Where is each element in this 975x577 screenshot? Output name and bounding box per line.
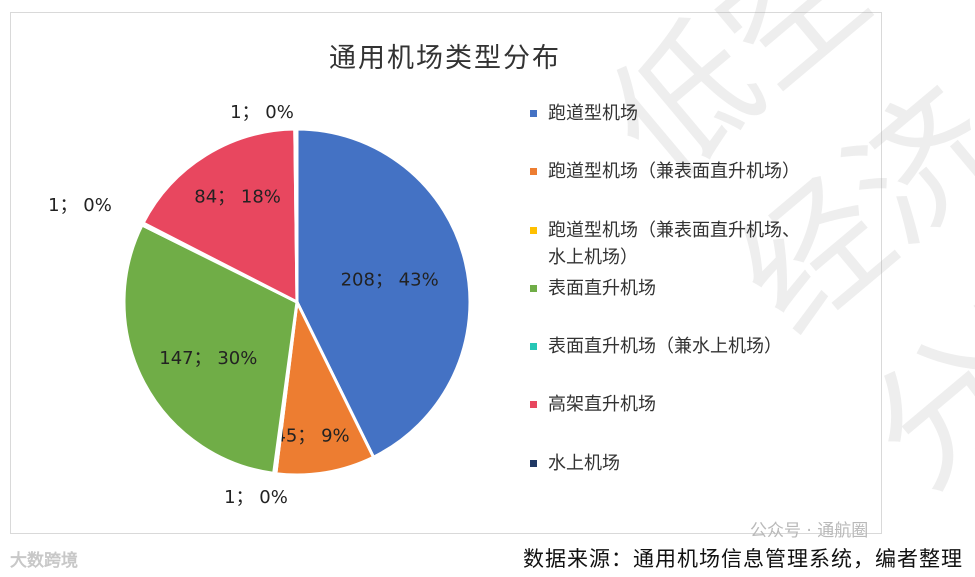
data-label-7: 1； 0% — [48, 195, 112, 216]
pie-slice-2 — [274, 296, 376, 477]
data-label-5: 1； 0% — [224, 487, 288, 508]
pie-slice-7 — [293, 127, 299, 303]
watermark-right: 公众号 · 通航圈 — [750, 521, 869, 541]
legend-swatch — [530, 285, 537, 292]
legend-swatch — [530, 168, 537, 175]
legend-item-5: 表面直升机场（兼水上机场） — [530, 333, 878, 360]
legend-swatch — [530, 460, 537, 467]
data-label-2: 45； 9% — [274, 426, 349, 447]
legend-item-3: 跑道型机场（兼表面直升机场、 水上机场） — [530, 217, 878, 271]
legend-label: 水上机场 — [548, 453, 620, 474]
legend-swatch — [530, 401, 537, 408]
legend-item-6: 高架直升机场 — [530, 391, 878, 418]
legend-item-4: 表面直升机场 — [530, 275, 878, 302]
legend-swatch — [530, 110, 537, 117]
legend-item-2: 跑道型机场（兼表面直升机场） — [530, 158, 878, 185]
legend-swatch — [530, 227, 537, 234]
watermark-left: 大数跨境 — [10, 551, 78, 571]
legend-swatch — [530, 343, 537, 350]
legend-label: 跑道型机场（兼表面直升机场） — [548, 161, 800, 182]
legend-label: 高架直升机场 — [548, 394, 656, 415]
data-label-6: 84； 18% — [194, 186, 281, 207]
data-label-3: 1； 0% — [230, 102, 294, 123]
data-label-4: 147； 30% — [159, 348, 257, 369]
legend-item-7: 水上机场 — [530, 450, 878, 477]
pie-slice-1 — [295, 127, 472, 460]
legend-item-1: 跑道型机场 — [530, 100, 878, 127]
legend-label: 表面直升机场（兼水上机场） — [548, 336, 782, 357]
legend-label: 跑道型机场（兼表面直升机场、 水上机场） — [548, 220, 800, 268]
legend-label: 表面直升机场 — [548, 278, 656, 299]
pie-slice-4 — [122, 222, 299, 476]
data-label-1: 208； 43% — [341, 269, 439, 290]
pie-slice-6 — [141, 127, 299, 305]
source-note: 数据来源：通用机场信息管理系统，编者整理 — [523, 547, 963, 571]
chart-title: 通用机场类型分布 — [329, 43, 561, 74]
legend-label: 跑道型机场 — [548, 103, 638, 124]
